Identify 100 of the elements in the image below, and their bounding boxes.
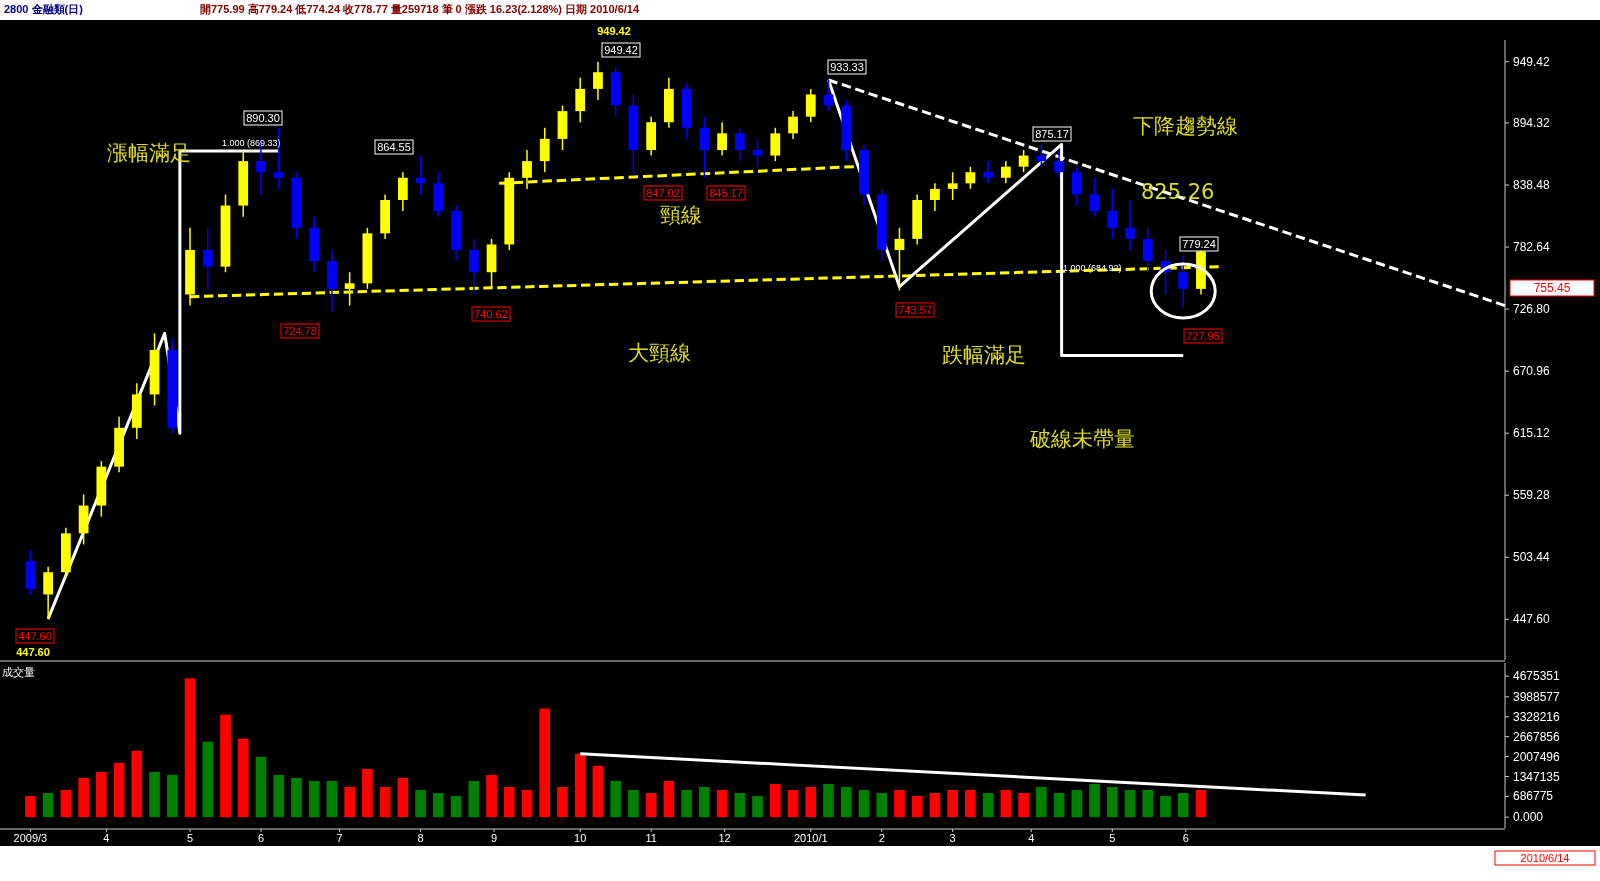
bar (415, 789, 426, 818)
candlestick (397, 171, 408, 212)
candlestick (593, 61, 603, 101)
y-tick-label: 615.12 (1513, 426, 1551, 441)
annotation: 845.17 (709, 187, 743, 199)
candlestick (752, 138, 763, 168)
y-tick-label: 782.64 (1513, 240, 1551, 255)
bar (255, 756, 267, 818)
y-tick-label: 949.42 (1513, 54, 1551, 69)
bar (521, 789, 533, 818)
annotation: 740.62 (474, 308, 508, 320)
bar (113, 762, 125, 818)
bar (699, 786, 710, 818)
text: 755.45 (1533, 281, 1571, 295)
bar (486, 774, 497, 818)
annotation: 447.60 (16, 646, 50, 658)
bar (1124, 789, 1136, 818)
y-tick-label: 503.44 (1513, 550, 1551, 565)
x-tick-label: 4 (1028, 832, 1035, 844)
bar (628, 789, 639, 818)
bar (840, 786, 852, 818)
x-tick-label: 2009/3 (13, 832, 48, 844)
bar (805, 786, 817, 818)
x-tick-label: 12 (718, 832, 731, 844)
candlestick (823, 78, 834, 112)
bar (344, 786, 355, 818)
bar (379, 786, 391, 818)
x-tick-label: 4 (103, 832, 110, 844)
text: 949.42 (597, 25, 631, 37)
candlestick (1178, 254, 1189, 309)
candlestick (947, 171, 958, 201)
bar (202, 741, 214, 818)
chart-title: 成交量 (2, 666, 35, 678)
candlestick (788, 110, 798, 140)
bar (273, 774, 285, 818)
candlestick (1071, 165, 1082, 207)
y-tick-label: 3328216 (1513, 709, 1561, 724)
y-tick-label: 2007496 (1513, 749, 1561, 764)
chart-subtitle: 開775.99 高779.24 低774.24 收778.77 量259718 筆 0 漲跌 16.23(2.128%) 日期 2010/6/14 (200, 3, 640, 15)
text: 2010/6/14 (1520, 852, 1570, 864)
bar (911, 796, 923, 818)
candlestick (539, 127, 550, 173)
y-tick-label: 894.32 (1513, 115, 1551, 130)
candlestick (1142, 227, 1153, 273)
annotation: 743.57 (898, 304, 932, 316)
bar (468, 780, 480, 818)
candlestick (734, 127, 745, 162)
candlestick (1000, 160, 1011, 185)
y-tick-label: 670.96 (1513, 364, 1551, 379)
annotation: 大頸線 (628, 341, 691, 365)
candlestick (1054, 149, 1064, 179)
bar (894, 789, 905, 818)
bar (734, 793, 746, 818)
annotation: 875.17 (1035, 128, 1069, 140)
bar (574, 753, 586, 818)
bar (592, 765, 604, 818)
bar (220, 714, 231, 818)
y-tick-label: 4675351 (1513, 669, 1561, 684)
bar (237, 738, 249, 818)
bar (1018, 793, 1029, 818)
bar (1142, 789, 1154, 818)
candlestick (202, 227, 213, 290)
annotation: 847.02 (646, 187, 680, 199)
candlestick (930, 182, 940, 212)
bar (1106, 786, 1118, 818)
bar (645, 793, 657, 818)
bar (291, 777, 302, 818)
bar (681, 789, 692, 818)
bar (557, 786, 568, 818)
bar (1089, 783, 1100, 818)
annotation: 頸線 (660, 203, 702, 227)
bar (1195, 789, 1207, 818)
bar (716, 789, 728, 818)
bar (965, 789, 976, 818)
annotation: 949.42 (604, 44, 638, 56)
y-tick-label: 838.48 (1513, 178, 1551, 193)
bar (1053, 793, 1065, 818)
annotation: 779.24 (1182, 238, 1216, 250)
annotation: 864.55 (377, 141, 411, 153)
bar (326, 780, 338, 818)
x-tick-label: 11 (645, 832, 657, 844)
y-tick-label: 2667856 (1513, 729, 1561, 744)
y-tick-label: 726.80 (1513, 302, 1551, 317)
candlestick (965, 165, 976, 190)
bar (1071, 789, 1083, 818)
bar (149, 771, 160, 818)
bar (858, 789, 870, 818)
annotation: 破線未帶量 (1029, 427, 1135, 451)
annotation: 933.33 (830, 61, 864, 73)
annotation: 727.95 (1186, 330, 1220, 342)
bar (982, 793, 994, 818)
candlestick (983, 160, 994, 185)
bar (1160, 796, 1171, 818)
bar (929, 793, 941, 818)
bar (450, 796, 462, 818)
y-tick-label: 686775 (1513, 789, 1554, 804)
bar (362, 768, 373, 818)
annotation: 下降趨勢線 (1133, 114, 1238, 138)
bar (78, 777, 89, 818)
bar (787, 789, 799, 818)
